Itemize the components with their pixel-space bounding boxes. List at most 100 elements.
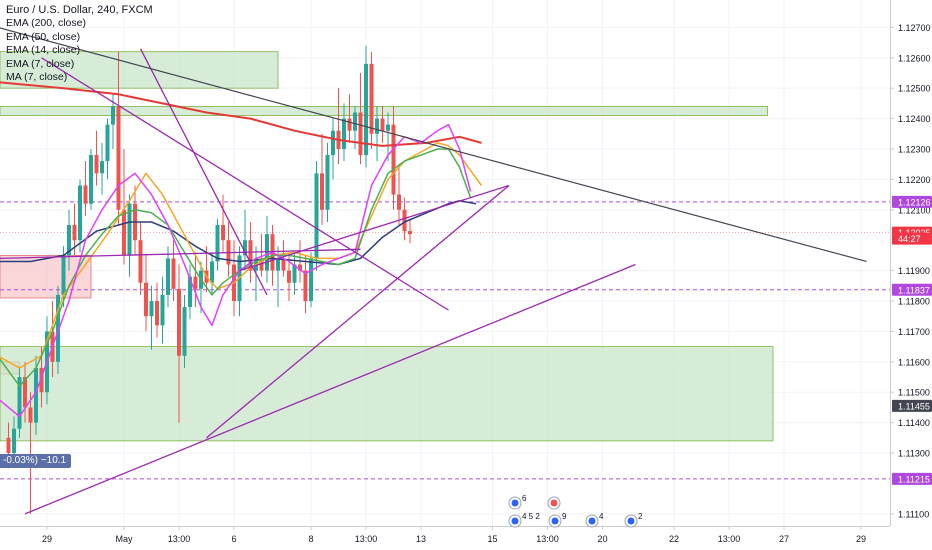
price-badge-label: 1.12126 xyxy=(898,197,931,207)
trendline-purple xyxy=(24,263,636,515)
candle-down xyxy=(369,63,374,134)
time-tick-label: 13:00 xyxy=(168,534,191,544)
event-flag-icon xyxy=(588,517,596,525)
event-flag-icon xyxy=(551,517,559,525)
candle-up xyxy=(375,118,379,134)
price-tick-label: 1.12300 xyxy=(898,144,931,154)
time-tick-label: 8 xyxy=(308,534,313,544)
candle-up xyxy=(386,124,390,131)
time-tick-label: May xyxy=(115,534,133,544)
price-badge xyxy=(892,195,932,208)
time-tick-label: 13:00 xyxy=(536,534,559,544)
candle-down xyxy=(402,209,407,232)
price-tick-label: 1.12100 xyxy=(898,205,931,215)
candle-down xyxy=(320,173,324,210)
trendline-purple xyxy=(0,248,361,260)
candle-up xyxy=(331,130,335,156)
price-tick-label: 1.11400 xyxy=(898,418,930,428)
price-change-label: -0.03%) −10.1 xyxy=(0,454,72,468)
candle-up xyxy=(276,258,280,271)
candle-down xyxy=(83,185,88,204)
candle-down xyxy=(193,276,198,289)
event-count: 9 xyxy=(562,512,567,521)
candle-up xyxy=(78,185,82,241)
series-line-ema50 xyxy=(0,199,477,266)
time-tick-label: 13:00 xyxy=(355,534,378,544)
candle-up xyxy=(188,276,192,308)
price-badge xyxy=(892,283,932,296)
candle-down xyxy=(259,258,264,271)
candle-down xyxy=(248,240,253,271)
candle-down xyxy=(6,437,11,454)
price-badge-label: 1.11455 xyxy=(898,401,930,411)
candle-down xyxy=(221,224,225,241)
candle-up xyxy=(12,428,16,454)
candle-down xyxy=(39,367,44,393)
candle-down xyxy=(303,270,308,302)
candle-down xyxy=(358,112,363,156)
price-badge-label: 44:27 xyxy=(898,234,921,244)
event-flag-icon xyxy=(511,499,519,507)
zone-green xyxy=(0,106,768,116)
candle-down xyxy=(298,264,302,271)
candle-up xyxy=(342,118,346,149)
candle-up xyxy=(353,112,357,131)
indicator-ema200[interactable]: EMA (200, close) xyxy=(6,17,86,30)
time-tick-label: 29 xyxy=(42,534,52,544)
candle-up xyxy=(265,234,269,271)
indicator-ema50[interactable]: EMA (50, close) xyxy=(6,30,81,43)
time-tick-label: 13 xyxy=(416,534,426,544)
event-flag-icon xyxy=(627,517,635,525)
trendline-purple xyxy=(239,184,510,272)
price-tick-label: 1.11500 xyxy=(898,388,930,398)
candle-up xyxy=(149,301,154,317)
price-tick-label: 1.12500 xyxy=(898,84,931,94)
time-tick-label: 20 xyxy=(597,534,607,544)
candle-down xyxy=(28,407,33,423)
price-tick-label: 1.12200 xyxy=(898,175,931,185)
time-tick-label: 6 xyxy=(231,534,236,544)
time-tick-label: 15 xyxy=(487,534,497,544)
indicator-ema7[interactable]: EMA (7, close) xyxy=(6,57,75,70)
time-tick-label: 13:00 xyxy=(718,534,741,544)
candle-up xyxy=(127,203,132,256)
candle-up xyxy=(105,124,110,162)
candle-down xyxy=(347,118,352,131)
price-badge-label: 1.11215 xyxy=(898,474,930,484)
price-badge xyxy=(892,399,932,412)
trendline-purple xyxy=(41,57,449,311)
indicator-ma7[interactable]: MA (7, close) xyxy=(6,71,68,84)
candle-down xyxy=(171,258,176,289)
time-tick-label: 22 xyxy=(669,534,679,544)
candle-down xyxy=(144,282,148,317)
indicator-ema14[interactable]: EMA (14, close) xyxy=(6,44,81,57)
candle-up xyxy=(61,255,66,295)
candle-down xyxy=(281,258,286,271)
candle-down xyxy=(177,288,181,356)
price-tick-label: 1.11300 xyxy=(898,449,930,459)
candle-up xyxy=(314,173,319,259)
candle-down xyxy=(155,301,159,326)
candle-up xyxy=(17,377,22,429)
candle-down xyxy=(397,194,401,210)
zone-green xyxy=(0,346,774,442)
candle-down xyxy=(287,270,291,283)
candle-up xyxy=(325,155,330,210)
candle-up xyxy=(210,261,214,283)
event-count: 4 5 2 xyxy=(522,512,540,521)
event-flag-icon xyxy=(550,499,558,507)
candle-up xyxy=(111,106,115,125)
chart-legend: Euro / U.S. Dollar, 240, FXCM EMA (200, … xyxy=(6,4,153,84)
trendline-purple xyxy=(206,184,510,439)
candle-up xyxy=(56,294,60,362)
symbol-title[interactable]: Euro / U.S. Dollar, 240, FXCM xyxy=(6,4,153,16)
candle-up xyxy=(100,161,104,174)
event-count: 4 xyxy=(599,512,604,521)
candle-up xyxy=(160,294,165,326)
price-tick-label: 1.12400 xyxy=(898,114,931,124)
time-axis-panel xyxy=(0,526,890,550)
candle-down xyxy=(94,155,99,174)
candle-down xyxy=(380,118,385,131)
